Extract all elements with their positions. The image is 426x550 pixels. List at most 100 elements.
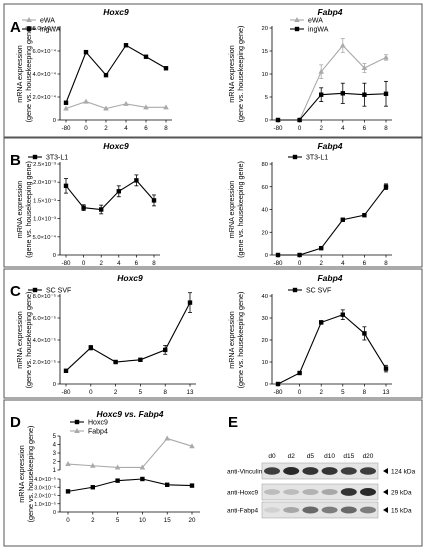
series-line <box>65 179 155 211</box>
x-tick-label: 4 <box>124 125 128 132</box>
data-point <box>115 478 120 483</box>
band <box>283 489 300 495</box>
legend-entry: SC SVF <box>306 288 331 295</box>
x-tick-label: -80 <box>274 260 284 267</box>
data-point <box>138 357 143 362</box>
series-eWA: eWA <box>22 17 169 111</box>
series-SC SVF: SC SVF <box>275 288 389 387</box>
arrow-icon <box>383 507 388 513</box>
lane-label: d0 <box>268 453 276 460</box>
y-tick-label: 2.0×10⁻³ <box>33 180 56 186</box>
data-point <box>103 105 109 111</box>
y-tick-label: 0 <box>265 118 268 124</box>
data-point <box>340 91 345 96</box>
data-point <box>362 92 367 97</box>
data-point <box>116 189 121 194</box>
size-label: 29 kDa <box>391 490 412 497</box>
legend-marker <box>74 428 80 433</box>
legend-marker <box>294 17 300 22</box>
band <box>321 467 338 475</box>
chart-A1: Hoxc9 0 2.0×10⁻⁴ 4.0×10⁻⁴ 6.0×10⁻⁴ 8.0×10⁻⁴ -8… <box>15 7 172 132</box>
y-label-line2: (gene vs. housekeeping gene) <box>236 292 245 389</box>
legend-marker <box>32 154 38 160</box>
y-axis-label: mRNA expression(gene vs. housekeeping ge… <box>15 292 33 389</box>
y-tick-label: 2.0×10⁻⁵ <box>33 359 57 366</box>
data-point <box>83 49 89 55</box>
antibody-label: anti-Fabp4 <box>227 508 258 515</box>
band <box>264 507 280 513</box>
panel-frame-1 <box>3 137 423 268</box>
chart-title: Hoxc9 <box>103 141 129 151</box>
data-point <box>151 198 157 203</box>
legend-entry: Fabp4 <box>88 429 108 436</box>
y-tick-label: 20 <box>262 338 268 344</box>
data-point <box>319 245 324 251</box>
legend-entry: SC SVF <box>46 288 71 295</box>
y-tick-label: 80 <box>262 162 268 168</box>
legend-marker <box>74 419 80 425</box>
x-tick-label: 0 <box>298 125 302 132</box>
band <box>264 489 280 495</box>
y-tick-label: 10 <box>262 72 268 78</box>
chart-title: Hoxc9 vs. Fabp4 <box>96 409 163 419</box>
x-tick-label: 13 <box>383 389 390 396</box>
y-tick-label: 8.0×10⁻⁵ <box>33 293 57 300</box>
y-tick-label: 10 <box>262 360 268 366</box>
x-tick-label: 6 <box>144 125 148 132</box>
x-tick-label: 2 <box>319 125 323 132</box>
x-tick-label: 0 <box>298 260 302 267</box>
data-point <box>362 212 367 218</box>
y-tick-label: 1.0×10⁻⁵ <box>34 502 56 508</box>
x-tick-label: 0 <box>89 389 93 396</box>
panel-frame-2 <box>3 268 423 399</box>
panel-label-a: A <box>10 19 21 36</box>
y-tick-label: 1.5×10⁻³ <box>33 198 56 204</box>
band <box>302 489 319 495</box>
y-label-line1: mRNA expression <box>227 181 236 239</box>
y-axis-label: mRNA expression(gene vs. housekeeping ge… <box>227 292 245 389</box>
lane-label: d15 <box>343 453 354 460</box>
legend-marker <box>292 154 298 160</box>
x-tick-label: 5 <box>116 517 120 524</box>
y-axis-label: mRNA expression(gene vs. housekeeping ge… <box>227 26 245 123</box>
data-point <box>319 320 324 325</box>
x-tick-label: -80 <box>62 389 72 396</box>
x-tick-label: 4 <box>117 260 121 267</box>
data-point <box>90 485 95 490</box>
x-tick-label: 8 <box>384 125 388 132</box>
band <box>302 506 319 514</box>
data-point <box>88 345 93 350</box>
y-tick-label: 4.0×10⁻⁵ <box>34 477 56 483</box>
chart-D: Hoxc9 vs. Fabp4 0 1.0×10⁻⁵ 2.0×10⁻⁵ 3.0×10⁻⁵… <box>17 409 200 524</box>
size-label: 124 kDa <box>391 469 416 476</box>
chart-title: Fabp4 <box>317 141 342 151</box>
legend-entry: 3T3-L1 <box>306 155 328 162</box>
y-tick-label: 5.0×10⁻⁴ <box>33 234 57 241</box>
data-point <box>189 443 195 449</box>
legend-marker <box>26 26 32 32</box>
data-point <box>164 435 170 441</box>
panel-label-d: D <box>10 414 21 431</box>
y-label-line2: (gene vs. housekeeping gene) <box>236 161 245 258</box>
series-eWA: eWA <box>275 17 389 122</box>
y-tick-label: 30 <box>262 316 268 322</box>
data-point <box>63 183 69 189</box>
x-tick-label: 8 <box>163 389 167 396</box>
data-point <box>99 207 104 212</box>
data-point <box>63 100 69 105</box>
y-axis-label: mRNA expression(gene vs. housekeeping ge… <box>15 26 33 123</box>
blot-strip <box>261 483 379 501</box>
data-point <box>383 54 389 60</box>
data-point <box>65 461 71 467</box>
data-point <box>319 92 324 97</box>
y-label-line1: mRNA expression <box>227 45 236 103</box>
data-point <box>163 66 169 71</box>
lane-label: d2 <box>288 453 296 460</box>
chart-C1: Hoxc9 0 2.0×10⁻⁵ 4.0×10⁻⁵ 6.0×10⁻⁵ 8.0×10⁻⁵ -8… <box>15 273 196 396</box>
data-point <box>383 366 389 371</box>
data-point <box>361 65 368 71</box>
x-tick-label: -80 <box>62 260 72 267</box>
data-point <box>297 370 302 376</box>
chart-B2: Fabp4 0 20 40 60 80 -80 0 2 4 6 8 mRNA expression(ge… <box>227 141 392 267</box>
